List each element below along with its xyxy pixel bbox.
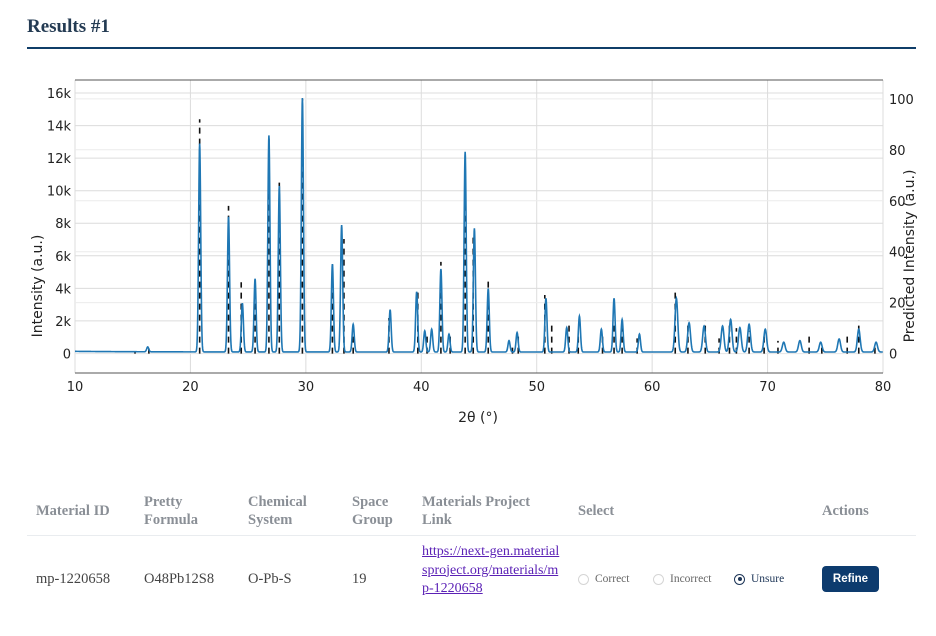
radio-label: Correct: [595, 573, 630, 585]
y2-tick-labels: 0 20 40 60 80 100: [889, 93, 914, 363]
header-chemical-system: Chemical System: [248, 494, 307, 528]
x-tick-label: 70: [759, 380, 776, 395]
y2-tick-label: 0: [889, 348, 897, 363]
header-material-id: Material ID: [36, 503, 110, 519]
y-tick-label: 4k: [55, 282, 71, 297]
x-tick-label: 40: [413, 380, 430, 395]
table-header-divider: [27, 535, 916, 536]
y2-tick-label: 40: [889, 246, 906, 261]
header-actions: Actions: [822, 503, 869, 519]
page-title: Results #1: [27, 16, 110, 37]
y2-tick-label: 60: [889, 195, 906, 210]
x-tick-label: 30: [298, 380, 315, 395]
x-tick-labels: 10 20 30 40 50 60 70 80: [67, 380, 892, 395]
y-tick-label: 8k: [55, 217, 71, 232]
y-axis-label: Intensity (a.u.): [30, 235, 46, 338]
materials-project-link[interactable]: https://next-gen.materialsproject.org/ma…: [422, 544, 560, 596]
x-axis-label: 2θ (°): [458, 410, 498, 426]
y-tick-label: 0: [63, 347, 71, 362]
cell-chemical-system: O-Pb-S: [248, 571, 292, 587]
y2-tick-label: 100: [889, 93, 914, 108]
measured-pattern-line: [75, 98, 883, 353]
y2-axis-label: Predicted Intensity (a.u.): [902, 170, 918, 343]
y2-tick-label: 20: [889, 297, 906, 312]
x-tick-label: 50: [528, 380, 545, 395]
y2-tick-label: 80: [889, 144, 906, 159]
y-tick-label: 10k: [47, 185, 72, 200]
x-tick-label: 80: [875, 380, 892, 395]
xrd-chart[interactable]: 10 20 30 40 50 60 70 80 0 2k 4k 6k 8k 10k 12k 14k 16k 0…: [0, 60, 936, 440]
header-pretty-formula: Pretty Formula: [144, 494, 198, 528]
x-tick-label: 10: [67, 380, 84, 395]
radio-circle-checked[interactable]: [734, 573, 745, 585]
header-space-group: Space Group: [352, 494, 393, 528]
cell-space-group: 19: [352, 571, 367, 587]
y-tick-label: 6k: [55, 250, 71, 265]
y-tick-label: 2k: [55, 315, 71, 330]
y-tick-label: 14k: [47, 120, 72, 135]
cell-material-id: mp-1220658: [36, 571, 111, 587]
radio-unsure[interactable]: Unsure: [734, 573, 784, 585]
cell-pretty-formula: O48Pb12S8: [144, 571, 215, 587]
radio-incorrect[interactable]: Incorrect: [653, 573, 712, 585]
predicted-sticks: [134, 98, 876, 354]
radio-label: Unsure: [751, 573, 785, 585]
header-select: Select: [578, 503, 615, 519]
radio-circle[interactable]: [578, 573, 589, 585]
header-mp-link: Materials Project Link: [422, 494, 531, 528]
x-tick-label: 20: [182, 380, 199, 395]
title-divider: [27, 47, 916, 49]
chart-grid: [74, 80, 884, 373]
radio-label: Incorrect: [670, 573, 712, 585]
refine-button[interactable]: Refine: [822, 566, 879, 592]
radio-correct[interactable]: Correct: [578, 573, 629, 585]
x-tick-label: 60: [644, 380, 661, 395]
y-tick-label: 16k: [47, 87, 72, 102]
y-tick-label: 12k: [47, 152, 72, 167]
radio-circle[interactable]: [653, 573, 664, 585]
y-tick-labels: 0 2k 4k 6k 8k 10k 12k 14k 16k: [47, 87, 72, 362]
plot-area: [75, 80, 883, 373]
